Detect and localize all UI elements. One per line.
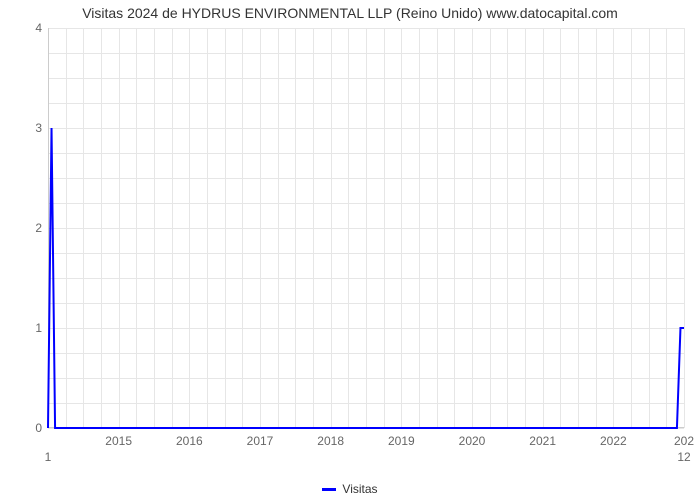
x-tick-label: 2021 [529,428,556,448]
y-tick-label: 3 [35,121,48,135]
chart-container: Visitas 2024 de HYDRUS ENVIRONMENTAL LLP… [0,0,700,500]
x-gridline-major [684,28,685,428]
x-tick-label: 2018 [317,428,344,448]
legend: Visitas [0,482,700,496]
x-tick-label: 2022 [600,428,627,448]
x-tick-label: 2015 [105,428,132,448]
legend-swatch [322,488,336,491]
secondary-x-label-right: 12 [677,428,690,464]
y-tick-label: 2 [35,221,48,235]
series-layer [48,28,684,428]
plot-area: 0123420152016201720182019202020212022202… [48,28,684,428]
x-tick-label: 2016 [176,428,203,448]
legend-label: Visitas [342,482,377,496]
series-line [48,128,684,428]
y-tick-label: 1 [35,321,48,335]
x-tick-label: 2020 [459,428,486,448]
chart-title: Visitas 2024 de HYDRUS ENVIRONMENTAL LLP… [0,5,700,21]
x-tick-label: 2019 [388,428,415,448]
x-tick-label: 2017 [247,428,274,448]
secondary-x-label-left: 1 [45,428,52,464]
y-tick-label: 4 [35,21,48,35]
